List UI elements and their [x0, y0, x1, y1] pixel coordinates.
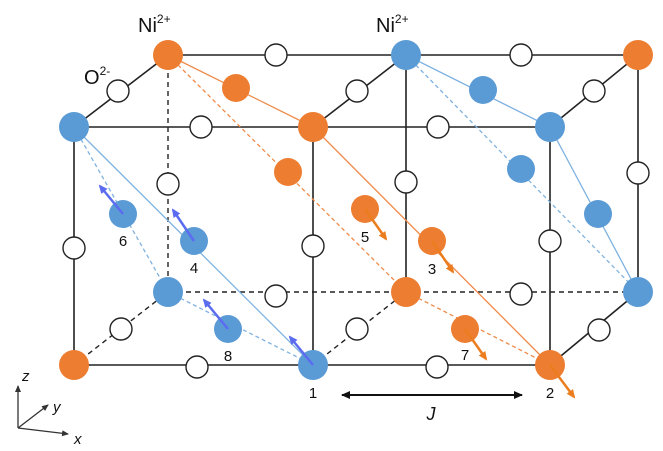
ni-ion-orange: [59, 350, 89, 380]
ni-ion-blue: [584, 200, 612, 228]
axis-z-label: z: [21, 368, 30, 385]
site-number-6: 6: [119, 233, 127, 250]
ni-ion-orange: [623, 40, 653, 70]
ni-ion-blue: [391, 40, 421, 70]
spin-arrows-blue: [98, 184, 314, 366]
oxygen-ion: [538, 229, 562, 253]
oxygen-ion: [509, 282, 533, 306]
axis-y-line: [17, 404, 49, 429]
oxygen-label-symbol: O: [84, 67, 100, 89]
oxygen-ion: [509, 43, 533, 67]
oxygen-ion: [582, 79, 606, 103]
oxygen-ion: [185, 355, 209, 379]
ni-ion-blue: [507, 155, 535, 183]
oxygen-ion: [626, 161, 650, 185]
ni-ion-blue: [153, 277, 183, 307]
oxygen-ion: [345, 79, 369, 103]
oxygen-ion: [264, 43, 288, 67]
oxygen-ion: [345, 317, 369, 341]
oxygen-ion: [156, 172, 180, 196]
ni-label-left-symbol: Ni: [138, 15, 157, 37]
ni-label-right-charge: 2+: [395, 12, 409, 26]
spin-arrows-orange: [363, 208, 576, 399]
ni-ion-blue: [59, 112, 89, 142]
ni-ion-blue: [623, 277, 653, 307]
ni-ion-orange: [222, 74, 250, 102]
site-number-8: 8: [224, 348, 232, 365]
site-number-4: 4: [190, 260, 198, 277]
oxygen-ion: [426, 115, 450, 139]
site-number-1: 1: [309, 385, 317, 402]
spin-arrow-6: [98, 184, 124, 215]
spin-arrow-5: [363, 208, 388, 241]
oxygen-ion: [301, 234, 325, 258]
ni-ion-orange: [153, 40, 183, 70]
spin-arrow-3: [430, 240, 455, 274]
coupling-label: J: [426, 404, 437, 424]
site-number-3: 3: [428, 261, 436, 278]
axis-x-line: [17, 427, 69, 437]
ni-ion-orange: [391, 277, 421, 307]
ni-label-left-charge: 2+: [157, 12, 171, 26]
spin-arrow-4: [171, 208, 196, 242]
ni-ion-orange: [298, 112, 328, 142]
oxygen-ion: [62, 236, 86, 260]
ni-ion-orange: [274, 158, 302, 186]
oxygen-label-charge: 2-: [100, 64, 111, 78]
site-numbers: 1 2 3 4 5 6 7 8: [119, 229, 554, 402]
oxygen-label: O2-: [84, 64, 110, 89]
ni-label-left: Ni2+: [138, 12, 171, 37]
spin-arrow-1: [288, 335, 314, 366]
oxygen-ions: [62, 43, 650, 379]
spin-arrow-2: [549, 364, 576, 399]
oxygen-ion: [264, 284, 288, 308]
ni-ions-orange: [59, 40, 653, 380]
site-number-7: 7: [461, 347, 469, 364]
ni-label-right: Ni2+: [376, 12, 409, 37]
oxygen-ion: [106, 79, 130, 103]
spin-arrow-7: [463, 328, 488, 361]
oxygen-ion: [587, 318, 611, 342]
site-number-2: 2: [546, 385, 554, 402]
oxygen-ion: [394, 170, 418, 194]
ni-label-right-symbol: Ni: [376, 15, 395, 37]
axis-x-label: x: [73, 431, 82, 446]
oxygen-ion: [189, 115, 213, 139]
oxygen-ion: [425, 355, 449, 379]
axis-y-label: y: [52, 399, 62, 416]
site-number-5: 5: [361, 229, 369, 246]
ni-ion-blue: [535, 112, 565, 142]
spin-arrow-8: [202, 298, 229, 330]
oxygen-ion: [109, 317, 133, 341]
axis-triad: [15, 385, 69, 437]
ni-ion-blue: [469, 76, 497, 104]
